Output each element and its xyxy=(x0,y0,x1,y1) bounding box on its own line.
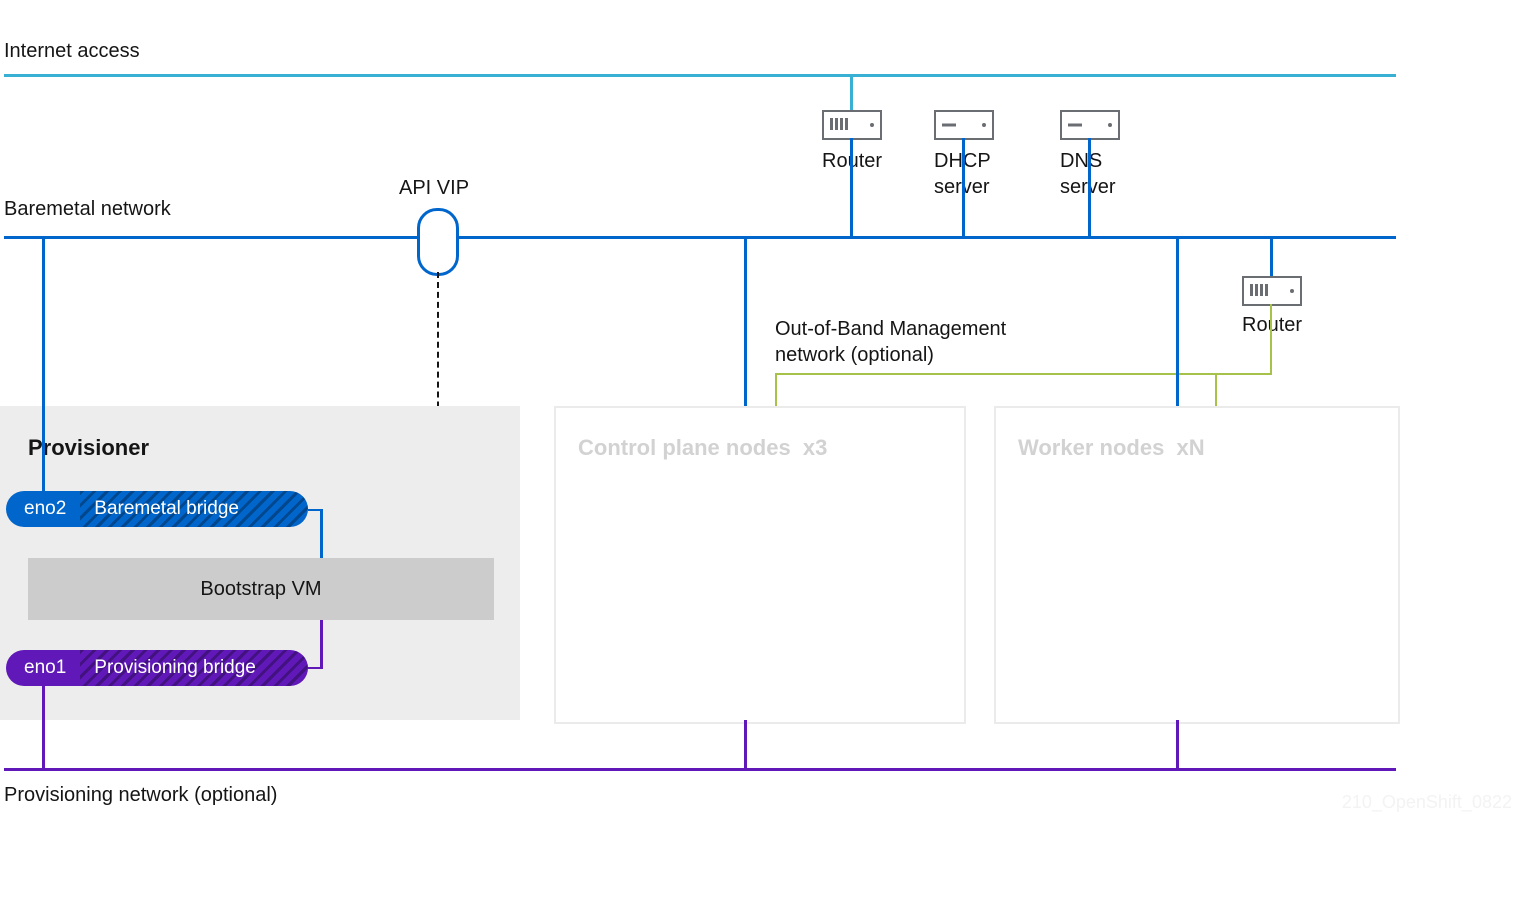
line-baremetal xyxy=(4,236,1396,239)
line-provisioning xyxy=(4,768,1396,771)
oob-h xyxy=(775,373,1271,375)
oob-drop-right xyxy=(1215,373,1217,406)
bridge-eno2: eno2 Baremetal bridge xyxy=(6,491,308,527)
conn-eno1-to-vm-h xyxy=(308,667,323,669)
conn-router2-down xyxy=(1270,236,1273,276)
bootstrap-vm-box: Bootstrap VM xyxy=(28,558,494,620)
conn-router-up xyxy=(850,74,853,110)
conn-dhcp-down xyxy=(962,138,965,236)
api-vip-pill xyxy=(417,208,459,276)
bridge-eno1-right: Provisioning bridge xyxy=(80,650,308,686)
bridge-eno2-right: Baremetal bridge xyxy=(80,491,308,527)
label-router2: Router xyxy=(1242,312,1302,338)
dns-icon xyxy=(1060,110,1120,140)
router2-icon xyxy=(1242,276,1302,306)
bootstrap-vm-label: Bootstrap VM xyxy=(200,578,321,601)
conn-worker-blue xyxy=(1176,236,1179,406)
label-api-vip: API VIP xyxy=(399,175,469,201)
conn-prov-blue-drop xyxy=(42,236,45,491)
conn-dns-down xyxy=(1088,138,1091,236)
bridge-eno1: eno1 Provisioning bridge xyxy=(6,650,308,686)
conn-eno1-to-vm-v xyxy=(320,620,323,668)
conn-prov-purple-drop xyxy=(42,686,45,768)
conn-eno2-to-vm-h xyxy=(308,509,323,511)
bridge-eno2-left: eno2 xyxy=(6,491,80,527)
dhcp-icon xyxy=(934,110,994,140)
bridge-eno2-right-label: Baremetal bridge xyxy=(94,498,239,520)
bridge-eno1-left: eno1 xyxy=(6,650,80,686)
conn-eno2-to-vm-v xyxy=(320,510,323,558)
watermark-text: 210_OpenShift_0822 xyxy=(1342,792,1512,813)
label-worker: Worker nodes xN xyxy=(1018,434,1205,463)
oob-drop-left xyxy=(775,373,777,406)
conn-router-down xyxy=(850,138,853,236)
label-internet: Internet access xyxy=(4,38,140,64)
conn-worker-purple xyxy=(1176,720,1179,768)
label-control-plane: Control plane nodes x3 xyxy=(578,434,827,463)
conn-control-purple xyxy=(744,720,747,768)
label-oob: Out-of-Band Management network (optional… xyxy=(775,316,1006,368)
label-provisioner: Provisioner xyxy=(28,434,149,463)
oob-router-drop xyxy=(1270,304,1272,375)
bridge-eno1-right-label: Provisioning bridge xyxy=(94,657,256,679)
line-internet xyxy=(4,74,1396,77)
label-baremetal: Baremetal network xyxy=(4,196,171,222)
label-provisioning: Provisioning network (optional) xyxy=(4,782,277,808)
conn-control-blue xyxy=(744,236,747,406)
router-icon xyxy=(822,110,882,140)
